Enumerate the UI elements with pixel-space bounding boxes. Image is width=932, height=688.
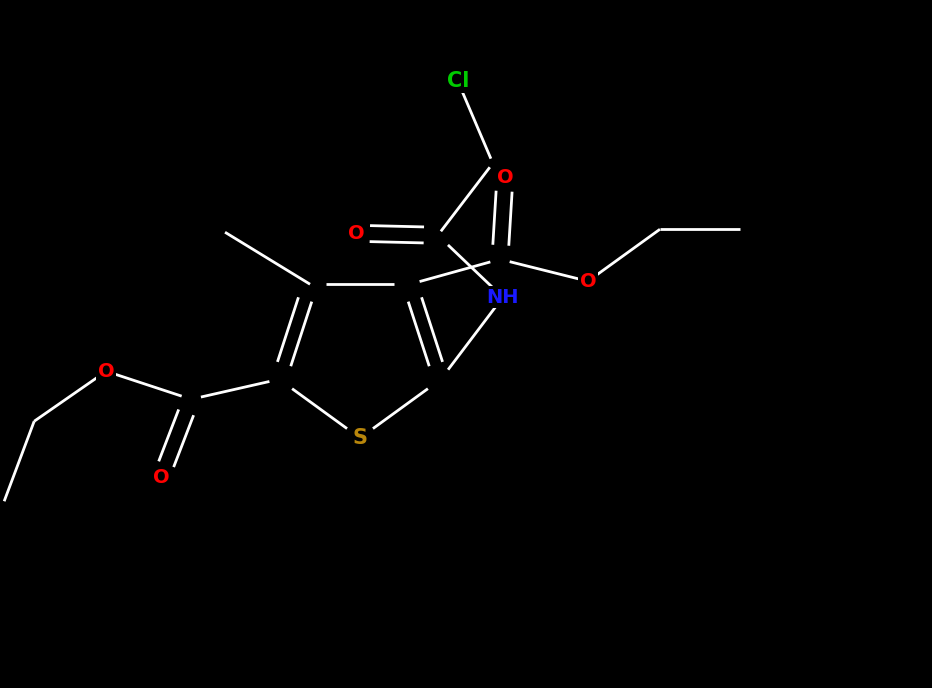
- Text: O: O: [153, 468, 170, 487]
- Text: O: O: [497, 168, 514, 186]
- Text: O: O: [348, 224, 364, 243]
- Text: NH: NH: [487, 288, 519, 307]
- Text: O: O: [580, 272, 596, 291]
- Text: O: O: [98, 362, 115, 380]
- Text: Cl: Cl: [446, 72, 469, 92]
- Text: S: S: [352, 428, 367, 448]
